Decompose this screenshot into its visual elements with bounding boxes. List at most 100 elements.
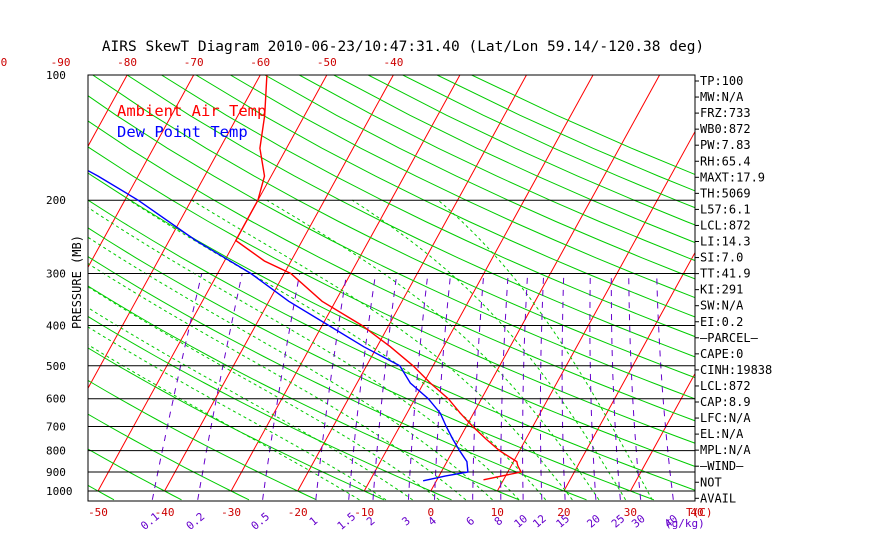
pressure-tick-label: 200 <box>46 194 66 207</box>
top-temperature-tick-labels: -120-110-100-90-80-70-60-50-40 <box>0 56 403 69</box>
sounding-index-entry: LCL:872 <box>700 218 751 232</box>
sounding-index-entry: CAP:8.9 <box>700 395 751 409</box>
top-temperature-tick-label: -100 <box>0 56 7 69</box>
bottom-temperature-tick-label: -40 <box>155 506 175 519</box>
moist-adiabat-line <box>352 199 627 501</box>
pressure-tick-labels: 100 200 300 400 500 600 700 800 900 1000 <box>46 69 73 498</box>
dry-adiabat-line <box>88 199 695 491</box>
bottom-temperature-tick-label: 30 <box>624 506 637 519</box>
isotherm-line <box>164 75 394 492</box>
top-temperature-tick-label: -40 <box>383 56 403 69</box>
sounding-index-entry: TP:100 <box>700 74 743 88</box>
sounding-index-entry: NOT <box>700 475 722 489</box>
x-axis-label: T(C) <box>686 506 713 519</box>
top-temperature-tick-label: -60 <box>250 56 270 69</box>
sounding-index-entry: LCL:872 <box>700 379 751 393</box>
dry-adiabat-line <box>92 75 695 379</box>
bottom-temperature-tick-label: 40 <box>690 506 703 519</box>
isotherm-line <box>630 372 695 492</box>
bottom-temperature-tick-label: -30 <box>221 506 241 519</box>
pressure-tick-label: 900 <box>46 466 66 479</box>
sounding-profiles <box>88 75 523 482</box>
sounding-index-entry: MW:N/A <box>700 90 744 104</box>
bottom-temperature-tick-label: -20 <box>288 506 308 519</box>
top-temperature-tick-label: -90 <box>51 56 71 69</box>
isotherm-line <box>297 75 527 492</box>
sounding-index-entry: MAXT:17.9 <box>700 170 765 184</box>
pressure-tick-label: 100 <box>46 69 66 82</box>
sounding-index-entry: PW:7.83 <box>700 138 751 152</box>
moist-adiabat-line <box>88 286 440 501</box>
sounding-index-entry: TH:5069 <box>700 186 751 200</box>
sounding-index-entry: —PARCEL— <box>700 331 759 345</box>
moist-adiabat-line <box>88 326 387 501</box>
sounding-index-entry: AVAIL <box>700 491 736 505</box>
bottom-temperature-tick-label: 10 <box>491 506 504 519</box>
dry-adiabat-line <box>88 315 452 501</box>
moist-adiabat-line <box>88 262 467 501</box>
moist-adiabat-line <box>266 199 600 501</box>
sounding-index-entry: TT:41.9 <box>700 267 751 281</box>
dew-point-temp-line <box>88 169 469 482</box>
sounding-index-entry: CINH:19838 <box>700 363 772 377</box>
dry-adiabat-line <box>88 413 250 501</box>
sounding-index-entry: MPL:N/A <box>700 443 751 457</box>
dry-adiabat-line <box>88 95 695 400</box>
dry-adiabat-line <box>88 379 317 501</box>
sounding-index-entry: —WIND— <box>700 459 744 473</box>
mixing-ratio-unit-label: (g/kg) <box>665 517 705 530</box>
sounding-index-entry: WB0:872 <box>700 122 751 136</box>
pressure-tick-label: 300 <box>46 268 66 281</box>
sounding-index-entry: SW:N/A <box>700 299 744 313</box>
sounding-index-entry: LFC:N/A <box>700 411 751 425</box>
sounding-index-entry: SI:7.0 <box>700 251 743 265</box>
legend-ambient-air-temp: Ambient Air Temp <box>117 102 266 120</box>
pressure-tick-label: 700 <box>46 421 66 434</box>
pressure-tick-label: 500 <box>46 360 66 373</box>
bottom-temperature-tick-labels: -50 -40 -30 -20 -10 0 10 20 30 40 <box>88 506 704 519</box>
isotherm-line <box>88 75 128 148</box>
dry-adiabat-line <box>126 75 695 358</box>
isotherm-line <box>88 75 195 269</box>
bottom-temperature-tick-label: 0 <box>427 506 434 519</box>
moist-adiabat-line <box>88 206 520 501</box>
isobar-lines <box>88 199 695 492</box>
pressure-tick-label: 400 <box>46 320 66 333</box>
moist-adiabat-line <box>191 199 573 501</box>
sounding-index-entry: RH:65.4 <box>700 154 751 168</box>
top-temperature-tick-label: -80 <box>117 56 137 69</box>
sounding-index-entry: L57:6.1 <box>700 202 751 216</box>
chart-title: AIRS SkewT Diagram 2010-06-23/10:47:31.4… <box>102 39 704 55</box>
dry-adiabat-line <box>88 285 520 501</box>
top-temperature-tick-label: -70 <box>184 56 204 69</box>
dry-adiabat-line <box>299 75 695 262</box>
ambient-air-temp-line <box>234 75 523 481</box>
pressure-tick-label: 600 <box>46 393 66 406</box>
sounding-index-entry: EL:N/A <box>700 427 744 441</box>
legend: Ambient Air Temp Dew Point Temp <box>117 102 266 141</box>
legend-dew-point-temp: Dew Point Temp <box>117 123 248 141</box>
bottom-temperature-tick-label: -50 <box>88 506 108 519</box>
dry-adiabat-line <box>88 448 182 501</box>
sounding-index-entry: LI:14.3 <box>700 235 751 249</box>
dry-adiabat-line <box>88 120 695 422</box>
plot-frame <box>87 74 696 502</box>
isotherm-line <box>563 251 695 492</box>
dry-adiabat-line <box>161 75 695 338</box>
dry-adiabat-line <box>195 75 695 318</box>
bottom-temperature-tick-label: 20 <box>557 506 570 519</box>
pressure-tick-label: 1000 <box>46 485 73 498</box>
sounding-index-entry: FRZ:733 <box>700 106 751 120</box>
pressure-tick-label: 800 <box>46 445 66 458</box>
isotherm-line <box>97 75 328 492</box>
dry-adiabat-line <box>264 75 695 280</box>
bottom-temperature-tick-label: -10 <box>354 506 374 519</box>
sounding-index-entry: CAPE:0 <box>700 347 743 361</box>
moist-adiabat-line <box>88 307 413 501</box>
dry-adiabat-line <box>88 256 587 501</box>
isotherm-line <box>363 75 594 492</box>
dry-adiabat-line <box>88 146 695 444</box>
skewt-grid <box>88 75 695 501</box>
